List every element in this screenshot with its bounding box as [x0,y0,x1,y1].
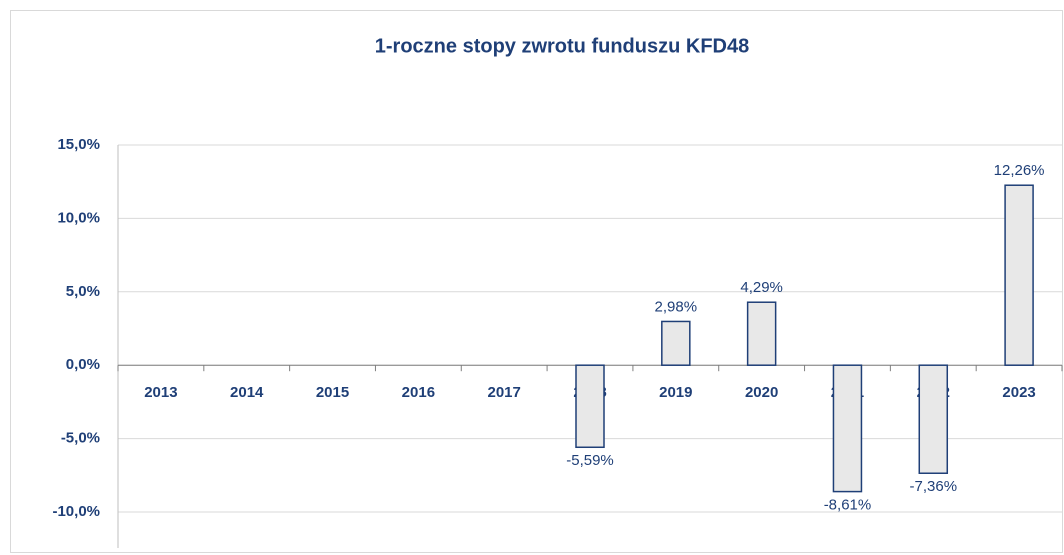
value-label: 12,26% [994,162,1045,179]
y-tick-label: 5,0% [66,283,100,300]
bar [1004,184,1034,366]
chart-title: 1-roczne stopy zwrotu funduszu KFD48 [375,35,749,57]
y-tick-label: -5,0% [61,430,100,447]
y-tick-label: -10,0% [52,503,100,520]
value-label: 4,29% [740,279,783,296]
x-tick-label: 2016 [402,384,435,401]
value-label: -8,61% [824,497,872,514]
x-tick-label: 2020 [745,384,778,401]
bar [661,320,691,366]
chart-frame [10,10,1063,553]
value-label: -5,59% [566,452,614,469]
x-tick-label: 2019 [659,384,692,401]
bar [918,364,949,474]
bar [832,364,863,493]
y-tick-label: 0,0% [66,356,100,373]
bar [746,301,777,366]
y-tick-label: 10,0% [57,209,100,226]
x-tick-label: 2014 [230,384,264,401]
y-tick-label: 15,0% [57,136,100,153]
value-label: 2,98% [655,298,698,315]
x-tick-label: 2015 [316,384,349,401]
x-tick-label: 2013 [144,384,177,401]
value-label: -7,36% [910,478,958,495]
bar [575,364,605,449]
x-tick-label: 2023 [1002,384,1035,401]
x-tick-label: 2017 [487,384,520,401]
